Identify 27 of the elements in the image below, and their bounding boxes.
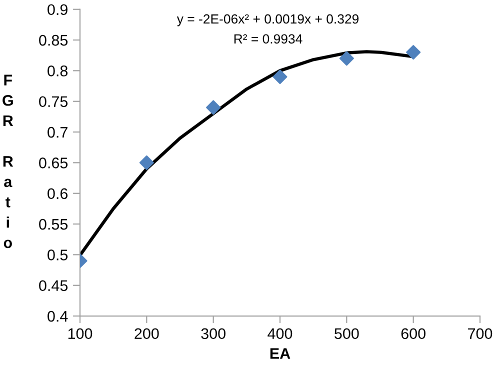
y-tick-label: 0.9: [48, 4, 68, 16]
x-tick-label: 600: [401, 328, 426, 340]
y-tick-label: 0.75: [39, 96, 68, 108]
x-tick-label: 200: [134, 328, 159, 340]
x-tick-label: 700: [468, 328, 492, 340]
point: [406, 45, 421, 60]
x-axis-title: EA: [270, 348, 290, 359]
y-tick-label: 0.85: [39, 34, 68, 46]
point: [339, 51, 354, 66]
point: [272, 70, 288, 84]
x-tick-label: 100: [68, 328, 92, 340]
x-tick-label: 500: [334, 328, 359, 340]
annotation: y = -2E-06x² + 0.0019x + 0.329: [176, 14, 359, 26]
text: FGR Ratio: [2, 74, 14, 248]
y-tick-label: 0.65: [39, 158, 68, 168]
y-tick-label: 0.5: [48, 250, 68, 260]
y-tick-label: 0.4: [48, 310, 68, 322]
x-tick-label: 400: [268, 328, 292, 340]
x-tick-label: 300: [201, 328, 226, 340]
point: [139, 155, 154, 170]
y-tick-label: 0.55: [39, 218, 68, 230]
y-tick-label: 0.45: [39, 280, 68, 292]
y-tick-label: 0.7: [48, 126, 68, 138]
annotation: R² = 0.9934: [234, 34, 302, 44]
y-tick-label: 0.8: [48, 66, 68, 76]
y-tick-label: 0.6: [48, 188, 68, 200]
point: [206, 100, 221, 115]
